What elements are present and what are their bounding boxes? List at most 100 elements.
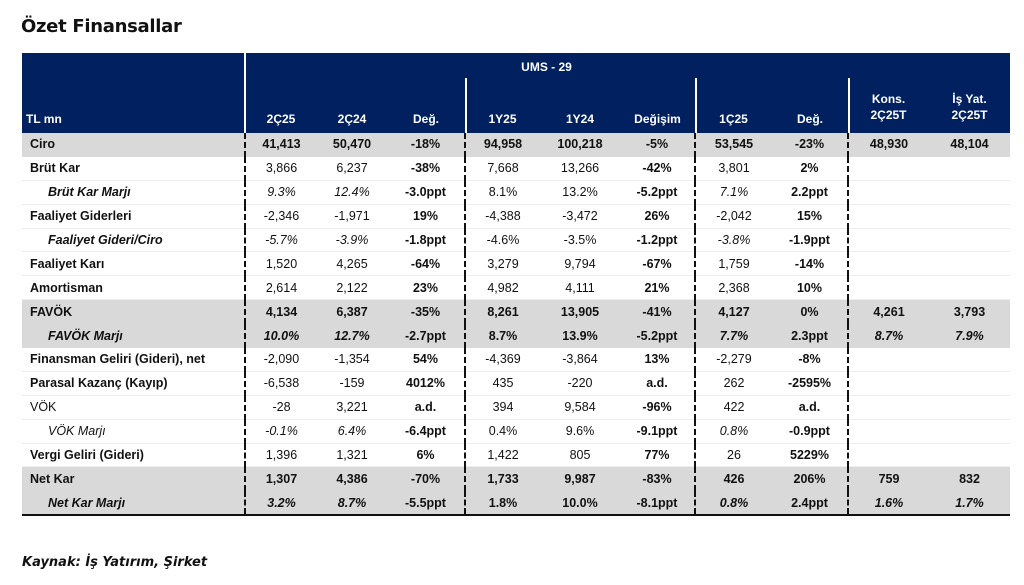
table-cell: 48,930	[847, 133, 929, 157]
table-cell: 3,866	[244, 156, 317, 181]
table-cell: 4,982	[464, 275, 540, 301]
table-cell: 4,261	[847, 299, 929, 325]
table-cell: -3.5%	[540, 228, 620, 253]
table-cell: 0.8%	[694, 490, 772, 517]
table-cell: 3,793	[929, 299, 1010, 325]
table-cell	[847, 371, 929, 396]
column-header: 2Ç24	[337, 112, 367, 126]
table-row: Amortisman 2,614 2,122 23% 4,982 4,111 21% 2,36…	[22, 275, 1010, 301]
table-cell: 2.3ppt	[772, 323, 848, 349]
table-cell: 6,387	[317, 299, 387, 325]
table-cell: -220	[540, 371, 620, 396]
table-cell: 10.0%	[244, 323, 317, 349]
table-cell: 422	[694, 395, 772, 420]
source-note: Kaynak: İş Yatırım, Şirket	[22, 555, 208, 570]
column-header: Değişim	[634, 112, 681, 126]
table-cell	[929, 443, 1010, 468]
table-cell: -3.0ppt	[387, 180, 465, 205]
table-row: Ciro 41,413 50,470 -18% 94,958 100,218 -5% 53,5…	[22, 133, 1010, 157]
row-label: Brüt Kar	[22, 156, 245, 181]
row-label: Net Kar Marjı	[22, 490, 245, 517]
column-header: İş Yat. 2Ç25T	[951, 92, 988, 122]
table-cell: -8.1ppt	[620, 490, 695, 517]
table-cell: 4,111	[540, 275, 620, 301]
table-cell: -3,472	[540, 204, 620, 229]
table-cell: -8%	[772, 347, 848, 372]
table-cell: 9.3%	[244, 180, 317, 205]
table-cell: 4,265	[317, 251, 387, 277]
table-cell: 19%	[387, 204, 465, 229]
table-cell: 54%	[387, 347, 465, 372]
table-cell: 2.2ppt	[772, 180, 848, 205]
table-cell	[847, 204, 929, 229]
column-header: 1Ç25	[719, 112, 748, 126]
table-cell: 394	[464, 395, 540, 420]
table-cell: 7,668	[464, 156, 540, 181]
column-header: 2Ç25	[266, 112, 296, 126]
table-cell: 100,218	[540, 133, 620, 157]
table-cell: 8.7%	[847, 323, 929, 349]
table-cell: 9,794	[540, 251, 620, 277]
table-row: FAVÖK Marjı 10.0% 12.7% -2.7ppt 8.7% 13.9% -5.…	[22, 323, 1010, 349]
table-cell: -96%	[620, 395, 695, 420]
row-label: Parasal Kazanç (Kayıp)	[22, 371, 245, 396]
header-divider	[465, 78, 467, 133]
table-cell: 3,801	[694, 156, 772, 181]
row-label: FAVÖK Marjı	[22, 323, 245, 349]
header-divider	[695, 78, 697, 133]
table-cell: 41,413	[244, 133, 317, 157]
table-cell: 3,221	[317, 395, 387, 420]
header-divider	[848, 78, 850, 133]
table-cell: 13,905	[540, 299, 620, 325]
table-cell: -35%	[387, 299, 465, 325]
table-cell: -2,042	[694, 204, 772, 229]
table-cell	[929, 347, 1010, 372]
table-cell	[847, 228, 929, 253]
table-cell: -64%	[387, 251, 465, 277]
table-cell: 23%	[387, 275, 465, 301]
table-cell: 8,261	[464, 299, 540, 325]
table-row: Net Kar Marjı 3.2% 8.7% -5.5ppt 1.8% 10.0% -8.…	[22, 490, 1010, 517]
table-cell: 1,396	[244, 443, 317, 468]
table-cell: 6.4%	[317, 419, 387, 444]
table-cell: -38%	[387, 156, 465, 181]
column-header: Kons. 2Ç25T	[870, 92, 907, 122]
table-cell: 426	[694, 466, 772, 492]
table-cell: 9,987	[540, 466, 620, 492]
table-cell: a.d.	[772, 395, 848, 420]
table-cell: -2,090	[244, 347, 317, 372]
table-cell	[847, 443, 929, 468]
table-cell: -159	[317, 371, 387, 396]
table-cell	[929, 419, 1010, 444]
table-cell	[847, 395, 929, 420]
row-label: FAVÖK	[22, 299, 245, 325]
table-cell: -4.6%	[464, 228, 540, 253]
table-row: Brüt Kar 3,866 6,237 -38% 7,668 13,266 -42% 3,8…	[22, 156, 1010, 181]
row-label: Brüt Kar Marjı	[22, 180, 245, 205]
table-cell: 7.7%	[694, 323, 772, 349]
row-label: Faaliyet Karı	[22, 251, 245, 277]
table-cell: 12.4%	[317, 180, 387, 205]
column-header: Değ.	[412, 112, 439, 126]
table-cell: -23%	[772, 133, 848, 157]
row-label: Finansman Geliri (Gideri), net	[22, 347, 245, 372]
table-cell: -3.8%	[694, 228, 772, 253]
table-cell: a.d.	[387, 395, 465, 420]
table-cell: 13,266	[540, 156, 620, 181]
table-cell: -1,971	[317, 204, 387, 229]
table-cell: 50,470	[317, 133, 387, 157]
column-header: 1Y25	[488, 112, 517, 126]
table-cell: 0.8%	[694, 419, 772, 444]
table-cell: -4,388	[464, 204, 540, 229]
group-header: UMS - 29	[521, 60, 572, 74]
table-cell: 8.7%	[464, 323, 540, 349]
table-cell	[929, 395, 1010, 420]
table-cell: 206%	[772, 466, 848, 492]
table-cell	[929, 251, 1010, 277]
table-cell: 262	[694, 371, 772, 396]
table-cell: -1.2ppt	[620, 228, 695, 253]
table-row: Finansman Geliri (Gideri), net -2,090 -1,3…	[22, 347, 1010, 372]
table-row: Faaliyet Giderleri -2,346 -1,971 19% -4,388-…	[22, 204, 1010, 229]
table-cell: 1,307	[244, 466, 317, 492]
table-cell: 4012%	[387, 371, 465, 396]
